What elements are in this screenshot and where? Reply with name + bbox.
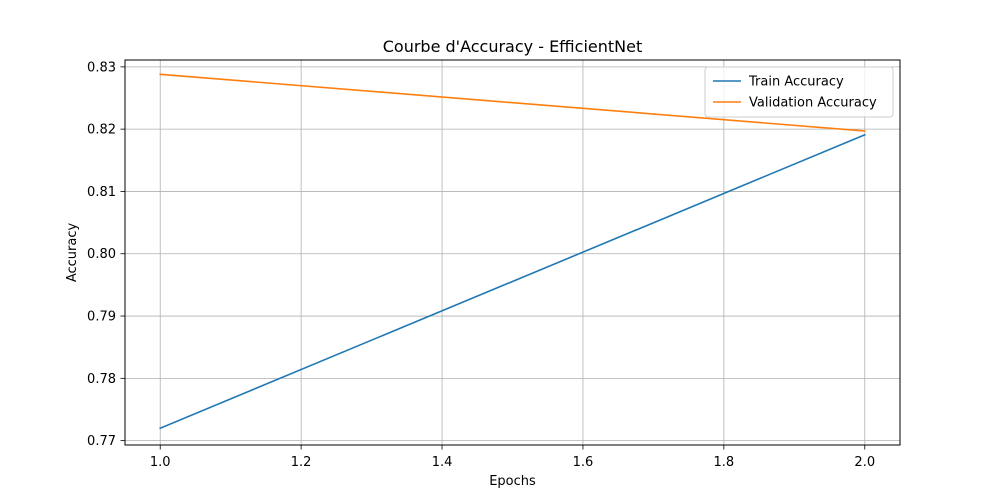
y-tick-label: 0.77 xyxy=(87,434,116,449)
series-lines xyxy=(159,73,866,430)
legend-box xyxy=(704,66,894,118)
y-tick-label: 0.82 xyxy=(87,123,116,138)
y-tick-label: 0.80 xyxy=(87,247,116,262)
x-tick-label: 1.6 xyxy=(573,455,594,470)
x-tick-label: 1.4 xyxy=(432,455,453,470)
y-tick-label: 0.78 xyxy=(87,372,116,387)
legend-label-validation: Validation Accuracy xyxy=(749,96,877,111)
x-axis-ticks: 1.0 1.2 1.4 1.6 1.8 2.0 xyxy=(150,445,875,470)
y-axis-ticks: 0.77 0.78 0.79 0.80 0.81 0.82 0.83 xyxy=(87,60,125,449)
legend-label-train: Train Accuracy xyxy=(748,75,844,90)
y-tick-label: 0.79 xyxy=(87,310,116,325)
legend: Train Accuracy Validation Accuracy xyxy=(704,66,894,118)
grid-lines xyxy=(125,60,900,445)
x-tick-label: 1.2 xyxy=(291,455,312,470)
x-tick-label: 1.8 xyxy=(714,455,735,470)
chart-title: Courbe d'Accuracy - EfficientNet xyxy=(383,37,642,56)
plot-frame xyxy=(124,59,901,446)
y-tick-label: 0.81 xyxy=(87,185,116,200)
x-tick-label: 2.0 xyxy=(854,455,875,470)
series-line-train xyxy=(159,133,866,430)
x-tick-label: 1.0 xyxy=(150,455,171,470)
y-tick-label: 0.83 xyxy=(87,60,116,75)
series-line-validation xyxy=(159,73,866,132)
y-axis-title: Accuracy xyxy=(65,223,80,283)
x-axis-title: Epochs xyxy=(489,474,536,489)
